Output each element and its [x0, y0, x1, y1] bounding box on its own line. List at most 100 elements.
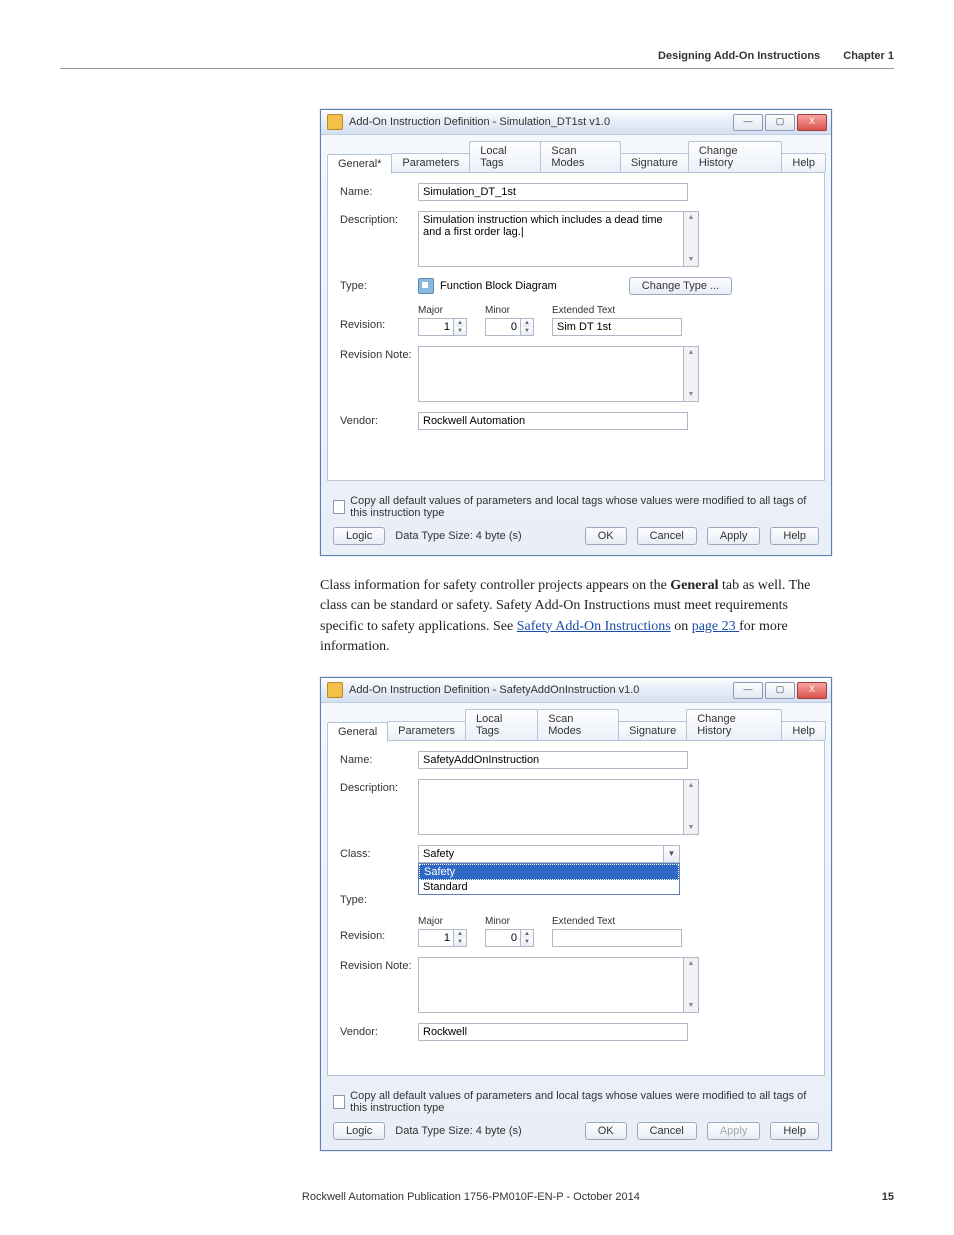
tab-local-tags[interactable]: Local Tags [469, 141, 541, 172]
scroll-up-icon[interactable]: ▲ [684, 347, 698, 359]
class-dropdown-list: Safety Standard [418, 863, 680, 895]
class-option-standard[interactable]: Standard [419, 880, 679, 894]
major-spinner[interactable]: ▲▼ [454, 318, 467, 336]
minor-input[interactable] [485, 929, 521, 947]
scroll-up-icon[interactable]: ▲ [684, 212, 698, 224]
chapter-label: Chapter 1 [843, 50, 894, 62]
tab-parameters[interactable]: Parameters [387, 721, 466, 740]
copy-defaults-label: Copy all default values of parameters an… [350, 1090, 819, 1114]
minor-label: Minor [485, 916, 534, 927]
tab-change-history[interactable]: Change History [688, 141, 782, 172]
close-button[interactable]: X [797, 682, 827, 699]
apply-button[interactable]: Apply [707, 1122, 761, 1140]
revision-label: Revision: [340, 916, 418, 942]
fbd-icon [418, 278, 434, 294]
ext-text-label: Extended Text [552, 305, 682, 316]
major-spinner[interactable]: ▲▼ [454, 929, 467, 947]
close-button[interactable]: X [797, 114, 827, 131]
ext-text-label: Extended Text [552, 916, 682, 927]
help-button[interactable]: Help [770, 527, 819, 545]
scrollbar[interactable]: ▲ ▼ [684, 957, 699, 1013]
scroll-down-icon[interactable]: ▼ [684, 822, 698, 834]
vendor-input[interactable] [418, 412, 688, 430]
minimize-button[interactable]: — [733, 682, 763, 699]
tab-panel-general: Name: Description: ▲ ▼ Class: Safety [327, 740, 825, 1076]
vendor-label: Vendor: [340, 412, 418, 427]
minor-label: Minor [485, 305, 534, 316]
revision-label: Revision: [340, 305, 418, 331]
data-type-size: Data Type Size: 4 byte (s) [395, 1125, 521, 1137]
tab-parameters[interactable]: Parameters [391, 153, 470, 172]
tab-help[interactable]: Help [781, 153, 826, 172]
minor-spinner[interactable]: ▲▼ [521, 929, 534, 947]
class-label: Class: [340, 845, 418, 860]
chevron-down-icon[interactable]: ▼ [663, 846, 679, 862]
name-label: Name: [340, 183, 418, 198]
scroll-up-icon[interactable]: ▲ [684, 958, 698, 970]
scroll-down-icon[interactable]: ▼ [684, 1000, 698, 1012]
copy-defaults-checkbox[interactable] [333, 500, 345, 514]
change-type-button[interactable]: Change Type ... [629, 277, 732, 295]
description-label: Description: [340, 779, 418, 794]
safety-aoi-link[interactable]: Safety Add-On Instructions [517, 619, 671, 634]
cancel-button[interactable]: Cancel [637, 1122, 697, 1140]
minimize-button[interactable]: — [733, 114, 763, 131]
tab-scan-modes[interactable]: Scan Modes [537, 709, 619, 740]
revision-note-label: Revision Note: [340, 346, 418, 361]
page-header: Designing Add-On Instructions Chapter 1 [60, 50, 894, 69]
tab-signature[interactable]: Signature [620, 153, 689, 172]
page-footer: Rockwell Automation Publication 1756-PM0… [60, 1191, 894, 1203]
tab-panel-general: Name: Description: Simulation instructio… [327, 172, 825, 481]
name-input[interactable] [418, 751, 688, 769]
minor-input[interactable] [485, 318, 521, 336]
copy-defaults-checkbox[interactable] [333, 1095, 345, 1109]
revision-note-textarea[interactable] [418, 957, 684, 1013]
maximize-button[interactable]: ▢ [765, 682, 795, 699]
titlebar: Add-On Instruction Definition - Simulati… [321, 110, 831, 135]
major-input[interactable] [418, 929, 454, 947]
description-label: Description: [340, 211, 418, 226]
tab-strip: General* Parameters Local Tags Scan Mode… [321, 135, 831, 172]
scroll-down-icon[interactable]: ▼ [684, 389, 698, 401]
scroll-up-icon[interactable]: ▲ [684, 780, 698, 792]
major-label: Major [418, 916, 467, 927]
help-button[interactable]: Help [770, 1122, 819, 1140]
tab-general[interactable]: General [327, 722, 388, 742]
logic-button[interactable]: Logic [333, 1122, 385, 1140]
extended-text-input[interactable] [552, 929, 682, 947]
class-selected-value: Safety [419, 846, 663, 862]
revision-note-textarea[interactable] [418, 346, 684, 402]
tab-help[interactable]: Help [781, 721, 826, 740]
name-input[interactable] [418, 183, 688, 201]
apply-button[interactable]: Apply [707, 527, 761, 545]
major-label: Major [418, 305, 467, 316]
description-textarea[interactable] [418, 779, 684, 835]
type-label: Type: [340, 277, 418, 292]
maximize-button[interactable]: ▢ [765, 114, 795, 131]
class-select[interactable]: Safety ▼ [418, 845, 680, 863]
tab-local-tags[interactable]: Local Tags [465, 709, 538, 740]
tab-general[interactable]: General* [327, 154, 392, 174]
logic-button[interactable]: Logic [333, 527, 385, 545]
page-23-link[interactable]: page 23 [692, 619, 739, 634]
tab-change-history[interactable]: Change History [686, 709, 782, 740]
description-textarea[interactable]: Simulation instruction which includes a … [418, 211, 684, 267]
ok-button[interactable]: OK [585, 527, 627, 545]
revision-note-label: Revision Note: [340, 957, 418, 972]
tab-scan-modes[interactable]: Scan Modes [540, 141, 620, 172]
scrollbar[interactable]: ▲ ▼ [684, 346, 699, 402]
extended-text-input[interactable] [552, 318, 682, 336]
ok-button[interactable]: OK [585, 1122, 627, 1140]
scrollbar[interactable]: ▲ ▼ [684, 779, 699, 835]
minor-spinner[interactable]: ▲▼ [521, 318, 534, 336]
class-option-safety[interactable]: Safety [419, 864, 679, 880]
tab-signature[interactable]: Signature [618, 721, 687, 740]
scrollbar[interactable]: ▲ ▼ [684, 211, 699, 267]
vendor-input[interactable] [418, 1023, 688, 1041]
copy-defaults-label: Copy all default values of parameters an… [350, 495, 819, 519]
major-input[interactable] [418, 318, 454, 336]
vendor-label: Vendor: [340, 1023, 418, 1038]
cancel-button[interactable]: Cancel [637, 527, 697, 545]
scroll-down-icon[interactable]: ▼ [684, 254, 698, 266]
window-title: Add-On Instruction Definition - Simulati… [349, 116, 733, 128]
